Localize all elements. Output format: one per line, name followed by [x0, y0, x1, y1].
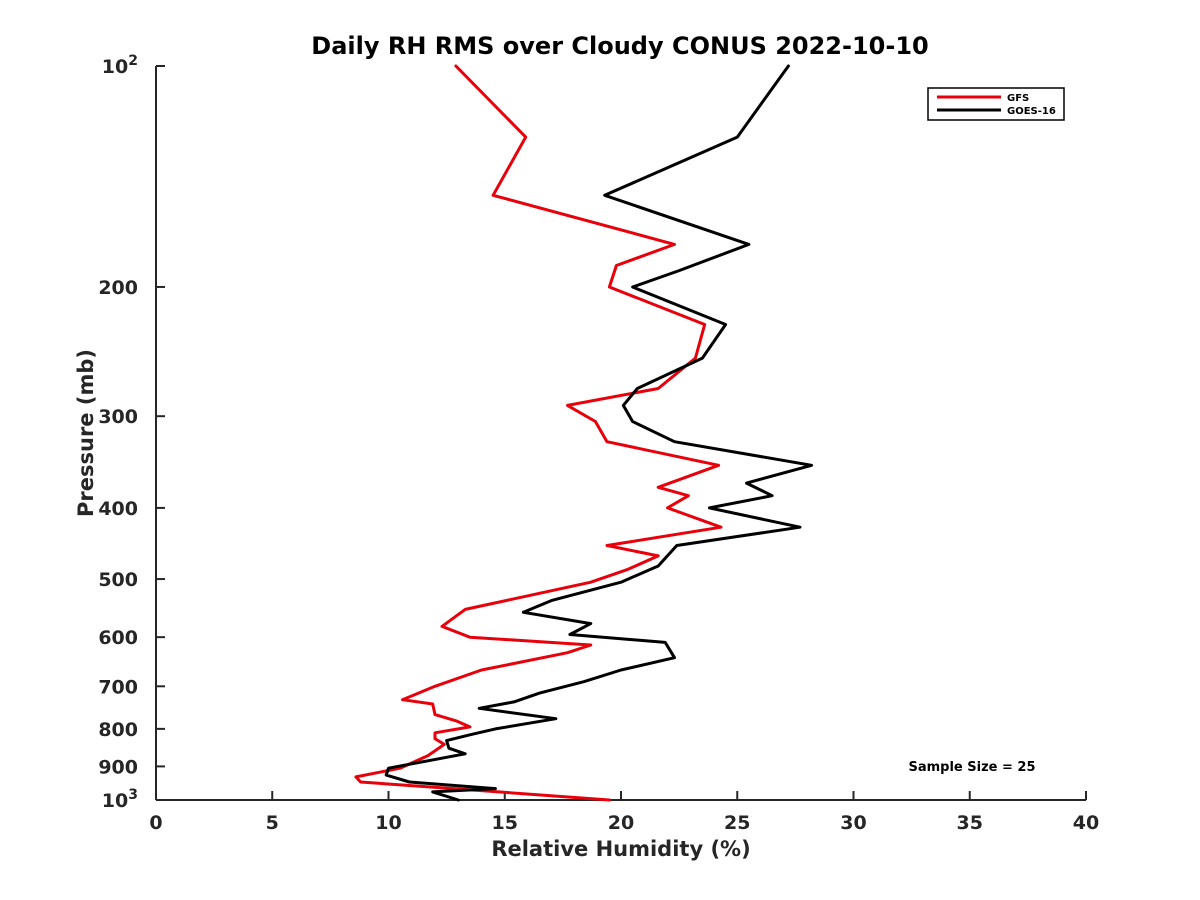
x-tick-label: 20	[608, 812, 634, 834]
y-tick-label: 103	[102, 787, 138, 812]
x-tick-label: 15	[492, 812, 518, 834]
sample-size-annotation: Sample Size = 25	[908, 760, 1035, 775]
x-tick-label: 10	[375, 812, 401, 834]
x-axis: 0 5 10 15 20 25 30 35 40	[149, 791, 1099, 834]
series-line-goes-16	[384, 64, 814, 802]
y-tick-label: 400	[98, 498, 138, 520]
y-tick-label: 700	[98, 676, 138, 698]
x-tick-label: 35	[957, 812, 983, 834]
y-tick-label: 102	[102, 53, 138, 78]
series-layer	[354, 64, 814, 802]
legend: GFS GOES-16	[927, 87, 1065, 121]
x-tick-label: 25	[724, 812, 750, 834]
x-tick-label: 0	[149, 812, 162, 834]
x-axis-label: Relative Humidity (%)	[491, 837, 750, 861]
y-tick-label: 500	[98, 569, 138, 591]
chart-title: Daily RH RMS over Cloudy CONUS 2022-10-1…	[311, 32, 928, 60]
y-axis: 102 200 300 400 500 600 700 800 900 103	[98, 53, 165, 812]
y-tick-label: 900	[98, 756, 138, 778]
legend-label-goes16: GOES-16	[1007, 106, 1056, 117]
x-tick-label: 40	[1073, 812, 1099, 834]
y-tick-label: 200	[98, 277, 138, 299]
x-tick-label: 30	[840, 812, 866, 834]
y-tick-label: 800	[98, 719, 138, 741]
series-line-gfs	[354, 64, 723, 802]
y-tick-label: 300	[98, 406, 138, 428]
x-tick-label: 5	[266, 812, 279, 834]
legend-box	[927, 87, 1065, 121]
y-axis-label: Pressure (mb)	[74, 349, 98, 517]
legend-label-gfs: GFS	[1007, 93, 1029, 104]
y-tick-label: 600	[98, 627, 138, 649]
